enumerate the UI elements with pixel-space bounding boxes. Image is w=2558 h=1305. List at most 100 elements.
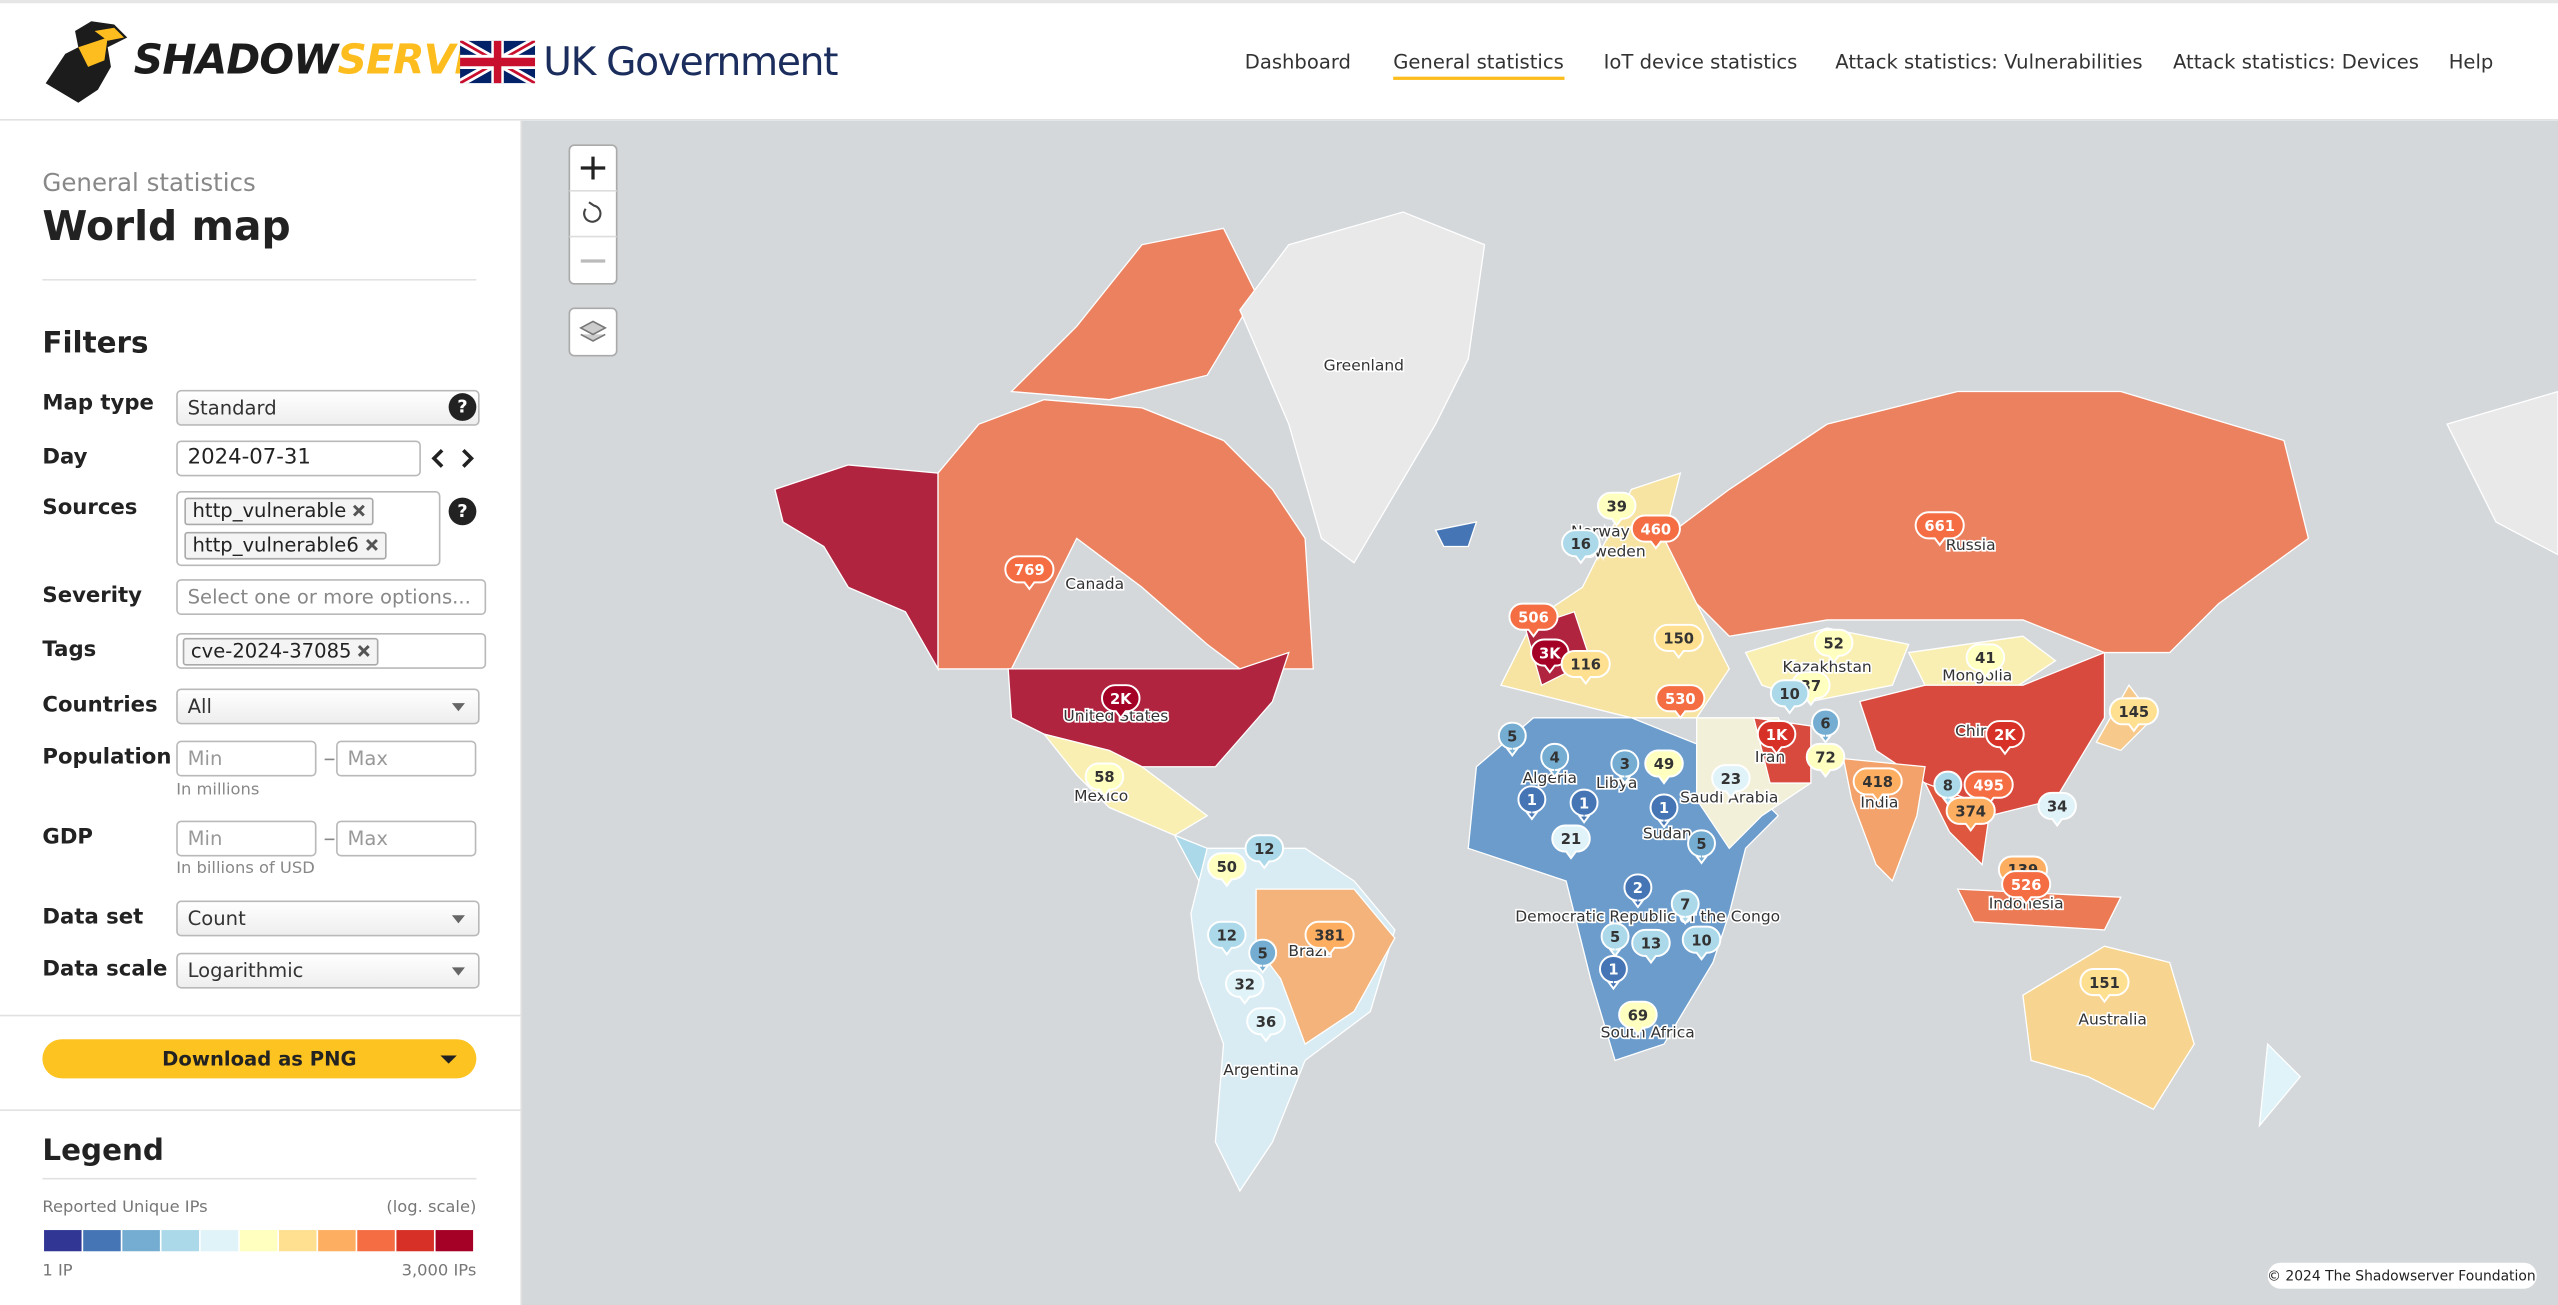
- chip-remove[interactable]: [358, 644, 371, 657]
- day-input[interactable]: 2024-07-31: [176, 440, 421, 477]
- nav-link-active[interactable]: General statistics: [1393, 51, 1564, 80]
- breadcrumb[interactable]: General statistics: [42, 168, 256, 198]
- map-marker[interactable]: 49: [1644, 749, 1684, 785]
- help-icon[interactable]: ?: [448, 497, 477, 526]
- map-marker[interactable]: 1: [1599, 955, 1628, 991]
- population-min[interactable]: Min: [176, 740, 317, 777]
- map-marker[interactable]: 526: [2001, 870, 2052, 906]
- map-marker[interactable]: 7: [1670, 889, 1700, 925]
- map-marker[interactable]: 661: [1914, 511, 1965, 547]
- map-marker[interactable]: 5: [1497, 721, 1527, 757]
- dropdown-caret[interactable]: [440, 1055, 457, 1072]
- map-marker[interactable]: 36: [1246, 1007, 1286, 1043]
- chip-remove[interactable]: [353, 504, 366, 517]
- chip[interactable]: http_vulnerable6: [184, 531, 387, 560]
- map-marker[interactable]: 151: [2079, 968, 2130, 1004]
- map-marker[interactable]: 58: [1084, 762, 1125, 798]
- united-states[interactable]: [1007, 651, 1290, 768]
- indonesia[interactable]: [1956, 888, 2122, 931]
- marker-label: 5: [1696, 836, 1706, 853]
- map-marker[interactable]: 13: [1631, 928, 1671, 965]
- alaska[interactable]: [774, 464, 939, 672]
- gdp-min[interactable]: Min: [176, 820, 317, 857]
- chip[interactable]: cve-2024-37085: [182, 637, 379, 666]
- map-marker[interactable]: 460: [1630, 514, 1681, 550]
- severity-input[interactable]: Select one or more options...: [176, 579, 487, 616]
- map-marker[interactable]: 12: [1244, 834, 1285, 870]
- marker-pin: [1756, 720, 1797, 756]
- download-button[interactable]: Download as PNG: [42, 1039, 477, 1079]
- map-marker[interactable]: 1: [1569, 788, 1599, 824]
- australia[interactable]: [2022, 945, 2195, 1111]
- map-marker[interactable]: 5: [1248, 938, 1278, 974]
- map-marker[interactable]: 5: [1600, 922, 1630, 958]
- russia[interactable]: [1663, 390, 2310, 654]
- canada[interactable]: [937, 399, 1314, 670]
- legend-max: 3,000 IPs: [401, 1262, 477, 1281]
- map-marker[interactable]: 506: [1508, 602, 1559, 638]
- map-marker[interactable]: 50: [1207, 852, 1247, 888]
- map-marker[interactable]: 4: [1540, 742, 1570, 779]
- alaska-wrap[interactable]: [2446, 390, 2558, 556]
- map-marker[interactable]: 145: [2108, 697, 2159, 733]
- tags-input[interactable]: cve-2024-37085: [176, 632, 487, 669]
- map-marker[interactable]: 5: [1687, 829, 1716, 865]
- data-set-select[interactable]: Count: [176, 900, 480, 937]
- greenland[interactable]: [1239, 211, 1486, 564]
- nav-link[interactable]: Attack statistics: Vulnerabilities: [1835, 50, 2143, 74]
- chip-remove[interactable]: [365, 538, 378, 551]
- map-marker[interactable]: 52: [1813, 628, 1854, 664]
- data-scale-select[interactable]: Logarithmic: [176, 952, 480, 989]
- map-marker[interactable]: 21: [1551, 824, 1591, 860]
- map-marker[interactable]: 34: [2037, 791, 2077, 828]
- chip[interactable]: http_vulnerable: [184, 497, 374, 526]
- nav-link[interactable]: Attack statistics: Devices: [2172, 50, 2419, 74]
- map-marker[interactable]: 769: [1004, 555, 1055, 591]
- nav-link[interactable]: IoT device statistics: [1603, 50, 1798, 74]
- map-marker[interactable]: 1: [1517, 785, 1547, 821]
- day-arrows[interactable]: [427, 447, 479, 470]
- iceland[interactable]: [1434, 521, 1478, 548]
- new-zealand[interactable]: [2258, 1042, 2302, 1128]
- map-marker[interactable]: 1K: [1756, 720, 1797, 756]
- zoom-reset[interactable]: [583, 201, 602, 223]
- map-marker[interactable]: 23: [1711, 764, 1751, 800]
- map-marker[interactable]: 418: [1852, 767, 1903, 803]
- map-marker[interactable]: 39: [1596, 491, 1637, 527]
- map-marker[interactable]: 69: [1618, 1000, 1658, 1036]
- map-marker[interactable]: 495: [1963, 770, 2014, 806]
- map-marker[interactable]: 41: [1965, 643, 2006, 679]
- marker-pin: [1945, 796, 1996, 833]
- map-marker[interactable]: 32: [1225, 969, 1265, 1005]
- map-marker[interactable]: 6: [1811, 708, 1840, 744]
- mexico[interactable]: [1042, 733, 1209, 836]
- map-marker[interactable]: 1: [1649, 793, 1679, 829]
- map-marker[interactable]: 72: [1805, 742, 1846, 779]
- map-type-select[interactable]: Standard: [176, 389, 480, 426]
- zoom-in[interactable]: [580, 156, 606, 180]
- map-marker[interactable]: 3: [1610, 749, 1640, 785]
- population-max[interactable]: Max: [336, 740, 477, 777]
- map-marker[interactable]: 381: [1304, 920, 1355, 956]
- map-marker[interactable]: 374: [1945, 796, 1996, 833]
- map-marker[interactable]: 150: [1653, 623, 1704, 660]
- map-marker[interactable]: 2: [1623, 873, 1653, 909]
- map-marker[interactable]: 2K: [1985, 720, 2025, 756]
- arctic-islands[interactable]: [1009, 227, 1257, 401]
- map-marker[interactable]: 16: [1561, 529, 1601, 565]
- map-marker[interactable]: 116: [1560, 649, 1611, 686]
- nav-link[interactable]: Help: [2448, 50, 2494, 74]
- marker-pin: [1244, 834, 1285, 870]
- map-marker[interactable]: 10: [1769, 679, 1810, 715]
- map-marker[interactable]: 2K: [1101, 684, 1141, 720]
- map-marker[interactable]: 530: [1655, 684, 1706, 720]
- nav-link[interactable]: Dashboard: [1244, 50, 1351, 74]
- help-icon[interactable]: ?: [448, 393, 477, 421]
- sources-input[interactable]: http_vulnerable http_vulnerable6: [176, 491, 441, 567]
- map-marker[interactable]: 12: [1207, 920, 1247, 956]
- map-marker[interactable]: 3K: [1530, 638, 1570, 674]
- gdp-max[interactable]: Max: [336, 820, 477, 857]
- map-marker[interactable]: 10: [1681, 925, 1722, 961]
- countries-select[interactable]: All: [176, 688, 480, 725]
